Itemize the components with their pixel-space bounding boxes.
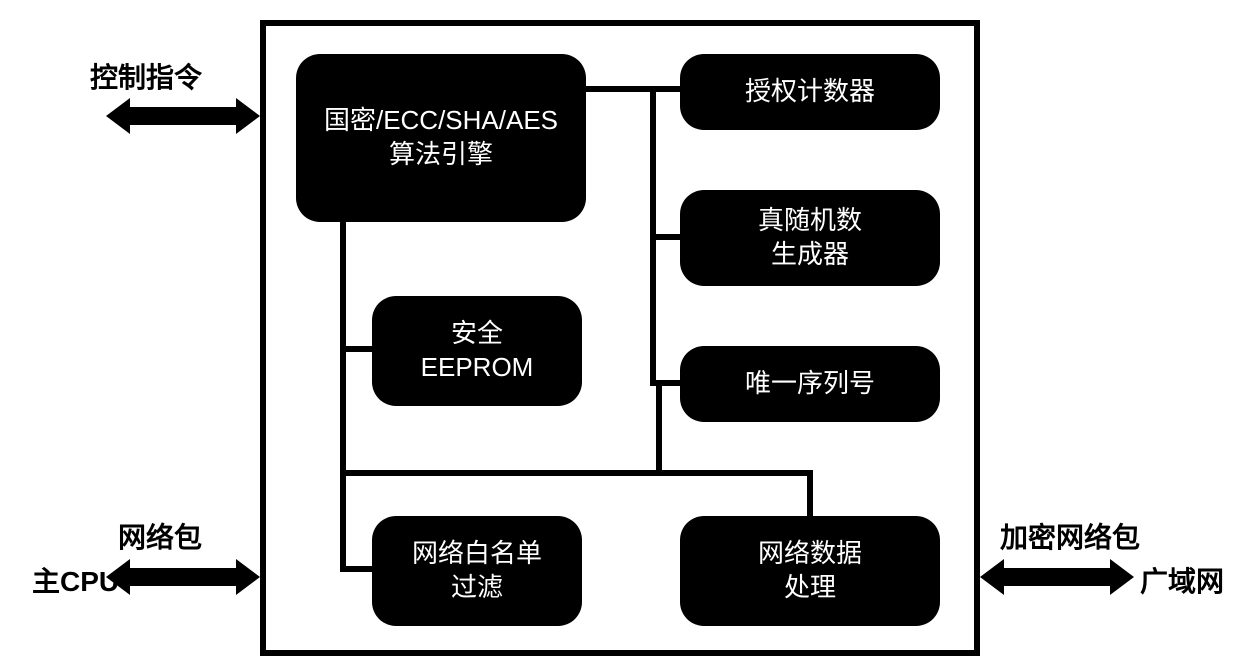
trng-block: 真随机数 生成器 — [680, 190, 940, 286]
connector-line — [586, 86, 680, 92]
netdata-block: 网络数据 处理 — [680, 516, 940, 626]
counter-label: 授权计数器 — [745, 75, 875, 109]
connector-line — [340, 222, 346, 572]
double-arrow-npkt — [106, 559, 260, 595]
serial-label: 唯一序列号 — [745, 367, 875, 401]
whitelist-block: 网络白名单 过滤 — [372, 516, 582, 626]
connector-line — [656, 470, 813, 476]
double-arrow-enc — [980, 559, 1134, 595]
counter-block: 授权计数器 — [680, 54, 940, 130]
netdata-label: 网络数据 处理 — [758, 537, 862, 605]
eeprom-block: 安全 EEPROM — [372, 296, 582, 406]
connector-line — [656, 234, 680, 240]
whitelist-label: 网络白名单 过滤 — [412, 537, 542, 605]
engine-label: 国密/ECC/SHA/AES 算法引擎 — [324, 104, 558, 172]
eeprom-label: 安全 EEPROM — [421, 317, 534, 385]
connector-line — [340, 346, 374, 352]
connector-line — [656, 380, 662, 476]
double-arrow-ctrl — [106, 98, 260, 134]
serial-block: 唯一序列号 — [680, 346, 940, 422]
label-main-cpu: 主CPU — [32, 560, 119, 600]
label-control-cmd: 控制指令 — [90, 56, 202, 96]
connector-line — [340, 566, 374, 572]
connector-line — [340, 470, 658, 476]
trng-label: 真随机数 生成器 — [758, 204, 862, 272]
connector-line — [807, 470, 813, 518]
engine-block: 国密/ECC/SHA/AES 算法引擎 — [296, 54, 586, 222]
label-net-packet: 网络包 — [118, 516, 202, 556]
label-enc-packet: 加密网络包 — [1000, 516, 1140, 556]
label-wan: 广域网 — [1140, 560, 1224, 600]
